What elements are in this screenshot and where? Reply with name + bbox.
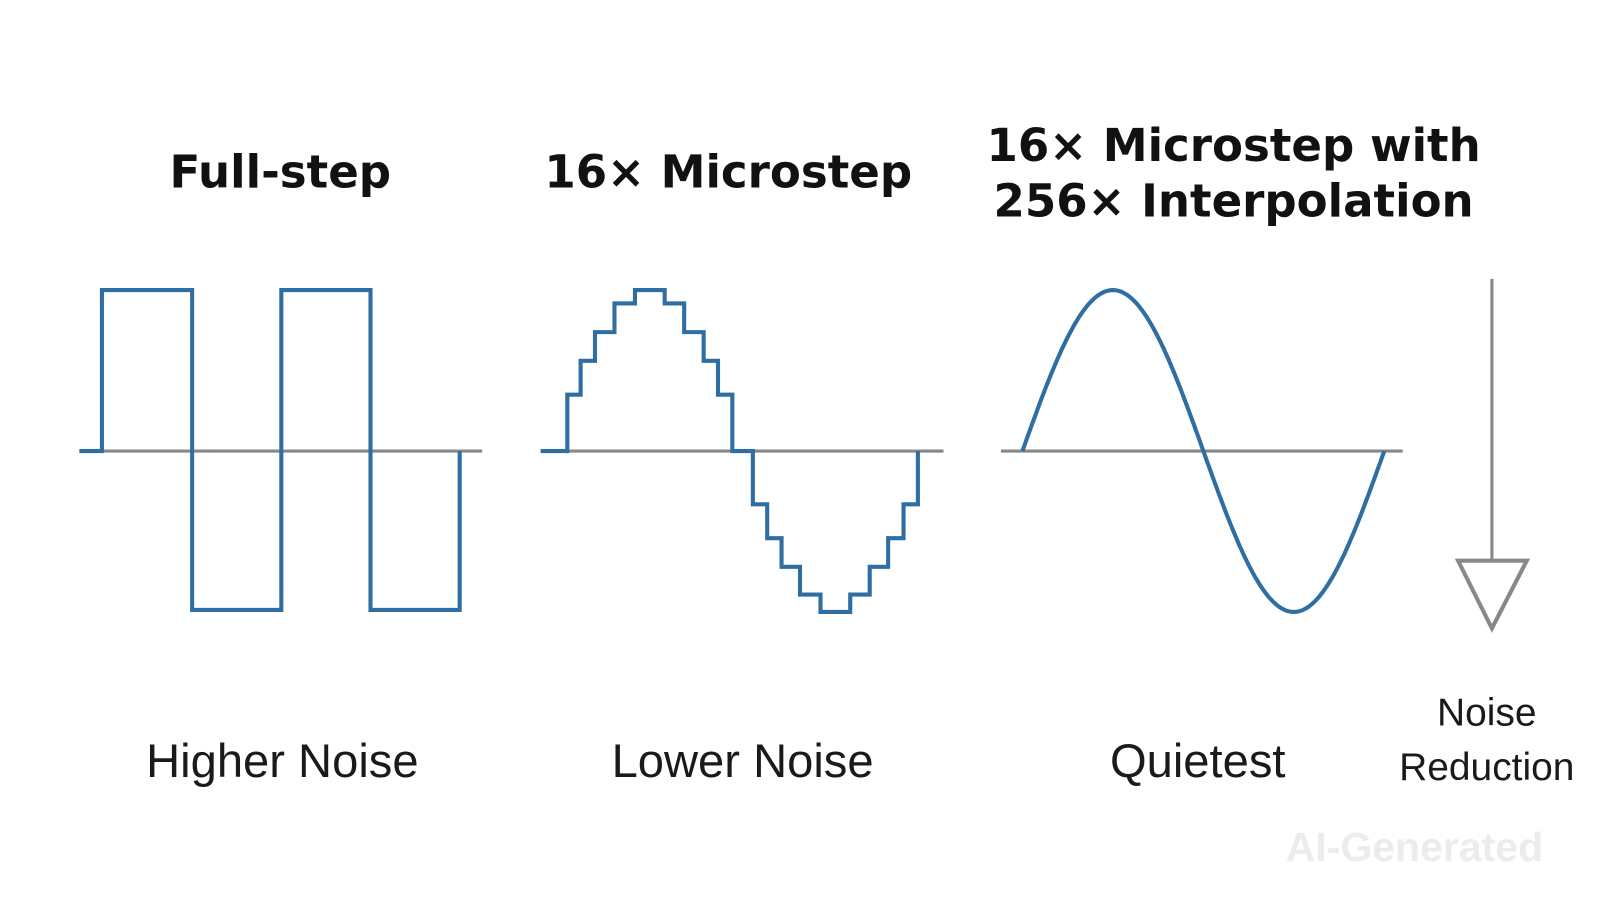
panel-label: Lower Noise: [612, 734, 874, 787]
square-wave: [79, 288, 462, 612]
panel-label: Quietest: [1110, 734, 1286, 787]
stair-wave: [540, 288, 920, 615]
panel-title: Full-step: [170, 146, 392, 199]
panel-title: 16× Microstep with: [986, 119, 1480, 172]
watermark: AI-Generated: [1286, 824, 1543, 870]
arrow-head: [1454, 558, 1531, 633]
indicator-label: Noise: [1437, 692, 1537, 735]
panel-title: 16× Microstep: [544, 146, 912, 199]
sine-wave: [1020, 288, 1387, 615]
panel-title: 256× Interpolation: [994, 174, 1474, 227]
panel-label: Higher Noise: [146, 734, 419, 787]
indicator-label: Reduction: [1399, 746, 1574, 789]
